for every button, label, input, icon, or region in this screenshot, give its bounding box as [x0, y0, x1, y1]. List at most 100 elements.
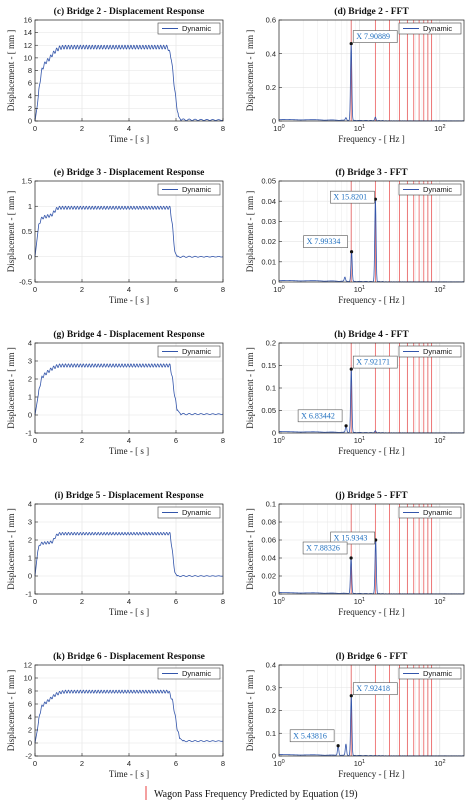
x-tick-label: 2	[80, 285, 84, 294]
x-axis-label: Time - [ s ]	[109, 769, 149, 779]
y-axis-label: Displacement - [ mm ]	[245, 670, 255, 751]
chart-title: (h) Bridge 4 - FFT	[334, 329, 409, 340]
legend: Dynamic	[398, 183, 462, 196]
y-tick-label: -1	[25, 429, 32, 438]
y-axis-label: Displacement - [ mm ]	[245, 347, 255, 428]
series-line-dynamic	[34, 689, 224, 744]
y-tick-label: 6	[28, 700, 32, 709]
x-tick-label: 102	[434, 597, 445, 606]
y-tick-label: 16	[24, 16, 32, 25]
datatip-marker	[349, 694, 353, 698]
x-tick-label: 8	[221, 759, 225, 768]
y-tick-label: 0.02	[261, 237, 276, 246]
series-line-dynamic	[34, 531, 224, 577]
datatip-text: X 7.90889	[356, 32, 390, 41]
y-tick-label: 2	[28, 536, 32, 545]
x-axis-label: Frequency - [ Hz ]	[338, 134, 404, 144]
y-tick-label: 4	[28, 713, 32, 722]
datatip-box	[289, 729, 335, 743]
datatip-text: X 7.88326	[306, 544, 340, 553]
x-tick-label: 4	[127, 759, 131, 768]
datatip-marker	[336, 744, 340, 748]
datatip-marker	[349, 41, 353, 46]
datatip-text: X 7.99334	[307, 237, 341, 246]
x-axis-label: Frequency - [ Hz ]	[338, 769, 404, 779]
x-tick-label: 101	[354, 285, 365, 294]
chart-title: (d) Bridge 2 - FFT	[334, 6, 409, 17]
y-axis-label: Displacement - [ mm ]	[6, 508, 16, 589]
y-tick-label: 4	[28, 500, 32, 509]
datatip-text: X 15.8201	[333, 193, 367, 202]
panel-c: 0 2 4 6 8 10 12 14 16 0 2 4 6 8 (c) Bridge 2 - Displac…	[6, 6, 225, 144]
x-tick-label: 6	[174, 759, 178, 768]
y-tick-label: -1	[25, 590, 32, 599]
axes-frame	[278, 180, 465, 283]
y-tick-label: 0.2	[266, 83, 276, 92]
y-tick-label: 0.2	[266, 339, 276, 348]
y-tick-label: 2	[28, 726, 32, 735]
y-axis-label: Displacement - [ mm ]	[245, 508, 255, 589]
y-tick-label: 0.08	[261, 518, 276, 527]
caption: Wagon Pass Frequency Predicted by Equati…	[154, 789, 358, 800]
legend-label: Dynamic	[182, 508, 211, 517]
y-tick-label: 0	[272, 429, 276, 438]
x-tick-label: 101	[354, 759, 365, 768]
y-tick-label: 3	[28, 357, 32, 366]
x-axis-label: Frequency - [ Hz ]	[338, 446, 404, 456]
legend: Dynamic	[157, 667, 221, 680]
legend-label: Dynamic	[182, 24, 211, 33]
y-axis-label: Displacement - [ mm ]	[245, 191, 255, 272]
x-tick-label: 2	[80, 124, 84, 133]
datatip-box	[297, 409, 343, 423]
x-tick-label: 102	[434, 285, 445, 294]
y-tick-label: 4	[28, 91, 32, 100]
series-line-dynamic	[34, 205, 224, 258]
chart-title: (g) Bridge 4 - Displacement Response	[53, 329, 204, 340]
datatip-marker	[349, 367, 353, 371]
panel-e: -0.500.511.50 2 4 6 8(e) Bridge 3 - Displace…	[6, 167, 225, 305]
y-tick-label: -2	[25, 752, 32, 761]
y-tick-label: 0.4	[266, 661, 276, 670]
y-tick-label: 2	[28, 375, 32, 384]
x-tick-label: 102	[434, 759, 445, 768]
y-tick-label: -0.5	[19, 278, 32, 287]
y-tick-label: 0.04	[261, 554, 276, 563]
y-tick-label: 1.5	[22, 177, 32, 186]
chart-title: (l) Bridge 6 - FFT	[336, 651, 408, 662]
x-tick-label: 101	[354, 597, 365, 606]
datatip-box	[352, 682, 398, 696]
y-tick-label: 0	[28, 572, 32, 581]
y-tick-label: 1	[28, 554, 32, 563]
x-tick-label: 0	[33, 759, 37, 768]
x-tick-label: 8	[221, 436, 225, 445]
panel-h: 0 0.05 0.1 0.15 0.2 100 101 102 (h) Bridge 4 - F…	[245, 329, 465, 456]
x-tick-label: 4	[127, 124, 131, 133]
x-tick-label: 8	[221, 124, 225, 133]
y-tick-label: 12	[24, 41, 32, 50]
x-tick-label: 4	[127, 597, 131, 606]
x-tick-label: 4	[127, 285, 131, 294]
x-axis-label: Frequency - [ Hz ]	[338, 607, 404, 617]
legend-box	[157, 345, 221, 358]
x-tick-label: 2	[80, 759, 84, 768]
datatip-text: X 15.9343	[334, 534, 368, 543]
panel-f: 0 0.01 0.02 0.03 0.04 0.05 100 101 102 (f) Bridge…	[245, 167, 465, 305]
x-tick-label: 102	[434, 124, 445, 133]
y-tick-label: 12	[24, 661, 32, 670]
y-tick-label: 0.03	[261, 217, 276, 226]
x-tick-label: 100	[273, 597, 284, 606]
x-tick-label: 101	[354, 436, 365, 445]
legend-box	[157, 667, 221, 680]
x-axis-label: Time - [ s ]	[109, 134, 149, 144]
panel-j: 0 0.02 0.04 0.06 0.08 0.1 100 101 102 (j) Bridge …	[245, 490, 465, 617]
y-tick-label: 8	[28, 687, 32, 696]
legend: Dynamic	[398, 22, 462, 35]
x-axis-label: Time - [ s ]	[109, 446, 149, 456]
chart-title: (i) Bridge 5 - Displacement Response	[54, 490, 203, 501]
y-tick-label: 1	[28, 393, 32, 402]
y-tick-label: 4	[28, 339, 32, 348]
datatip-text: X 7.92418	[356, 684, 390, 693]
x-tick-label: 0	[33, 597, 37, 606]
